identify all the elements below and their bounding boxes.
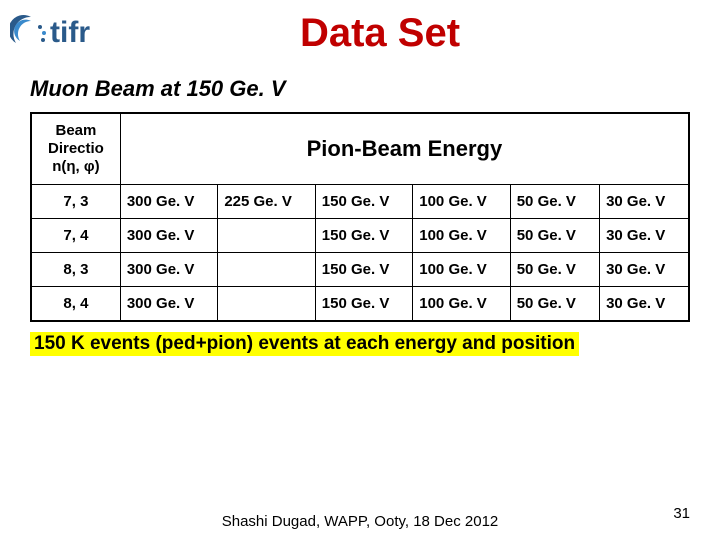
cell-energy: 50 Ge. V: [510, 253, 599, 287]
table-row: 7, 4 300 Ge. V 150 Ge. V 100 Ge. V 50 Ge…: [31, 219, 689, 253]
cell-direction: 8, 4: [31, 287, 120, 322]
cell-energy: 150 Ge. V: [315, 219, 412, 253]
cell-energy: 30 Ge. V: [600, 185, 689, 219]
tifr-logo: tifr: [10, 8, 120, 58]
cell-energy: [218, 219, 315, 253]
page-title: Data Set: [120, 11, 640, 56]
cell-energy: 50 Ge. V: [510, 185, 599, 219]
footer-line: Shashi Dugad, WAPP, Ooty, 18 Dec 2012: [222, 513, 499, 530]
cell-energy: 300 Ge. V: [120, 185, 217, 219]
highlight-note: 150 K events (ped+pion) events at each e…: [30, 332, 579, 356]
data-table-wrap: Beam Directio n(η, φ) Pion-Beam Energy 7…: [30, 112, 690, 322]
cell-energy: 100 Ge. V: [413, 185, 510, 219]
cell-energy: [218, 287, 315, 322]
subtitle: Muon Beam at 150 Ge. V: [30, 76, 720, 102]
logo-swoosh-icon: [10, 13, 52, 55]
table-row: 8, 4 300 Ge. V 150 Ge. V 100 Ge. V 50 Ge…: [31, 287, 689, 322]
cell-energy: 50 Ge. V: [510, 219, 599, 253]
cell-energy: 30 Ge. V: [600, 219, 689, 253]
footer-text: Shashi Dugad, WAPP, Ooty, 18 Dec 2012: [0, 513, 720, 530]
cell-energy: 150 Ge. V: [315, 185, 412, 219]
cell-direction: 8, 3: [31, 253, 120, 287]
cell-energy: 300 Ge. V: [120, 253, 217, 287]
cell-energy: 30 Ge. V: [600, 287, 689, 322]
header-energy: Pion-Beam Energy: [120, 113, 689, 185]
table-header-row: Beam Directio n(η, φ) Pion-Beam Energy: [31, 113, 689, 185]
table-row: 7, 3 300 Ge. V 225 Ge. V 150 Ge. V 100 G…: [31, 185, 689, 219]
header-direction: Beam Directio n(η, φ): [31, 113, 120, 185]
cell-direction: 7, 4: [31, 219, 120, 253]
cell-energy: 100 Ge. V: [413, 253, 510, 287]
logo-text: tifr: [50, 16, 90, 50]
cell-energy: 50 Ge. V: [510, 287, 599, 322]
cell-energy: 30 Ge. V: [600, 253, 689, 287]
cell-energy: 100 Ge. V: [413, 287, 510, 322]
cell-energy: 300 Ge. V: [120, 219, 217, 253]
cell-energy: 150 Ge. V: [315, 253, 412, 287]
page-number: 31: [673, 505, 690, 522]
cell-energy: 100 Ge. V: [413, 219, 510, 253]
cell-direction: 7, 3: [31, 185, 120, 219]
cell-energy: 300 Ge. V: [120, 287, 217, 322]
cell-energy: 150 Ge. V: [315, 287, 412, 322]
data-table: Beam Directio n(η, φ) Pion-Beam Energy 7…: [30, 112, 690, 322]
cell-energy: [218, 253, 315, 287]
cell-energy: 225 Ge. V: [218, 185, 315, 219]
table-row: 8, 3 300 Ge. V 150 Ge. V 100 Ge. V 50 Ge…: [31, 253, 689, 287]
header: tifr Data Set: [0, 0, 720, 58]
